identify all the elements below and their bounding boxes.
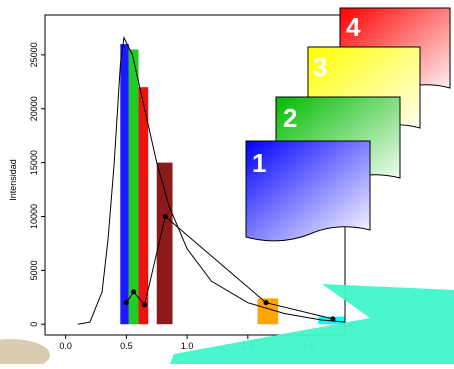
y-tick-label: 0 [29,322,39,327]
point [131,289,136,294]
y-tick-label: 25000 [29,42,39,67]
y-tick-label: 20000 [29,96,39,121]
band [129,49,139,324]
x-tick-label: 1.0 [181,341,194,351]
document-number: 4 [346,12,361,42]
y-tick-label: 15000 [29,150,39,175]
figure: 05000100001500020000250000.00.51.01.52.0… [0,0,454,364]
point [142,302,147,307]
arrow [170,284,454,364]
band [139,87,149,324]
background-blur [0,339,50,364]
band [120,44,129,324]
point [264,300,269,305]
y-tick-label: 5000 [29,260,39,280]
x-tick-label: 0.5 [120,341,133,351]
y-tick-label: 10000 [29,204,39,229]
document-number: 3 [313,52,327,82]
document-number: 1 [252,148,266,178]
x-tick-label: 0.0 [59,341,72,351]
document-1: 1 [246,141,370,241]
point [330,316,335,321]
point [163,214,168,219]
point [124,300,129,305]
document-number: 2 [283,103,297,133]
y-axis-label: Intensidad [8,159,18,201]
